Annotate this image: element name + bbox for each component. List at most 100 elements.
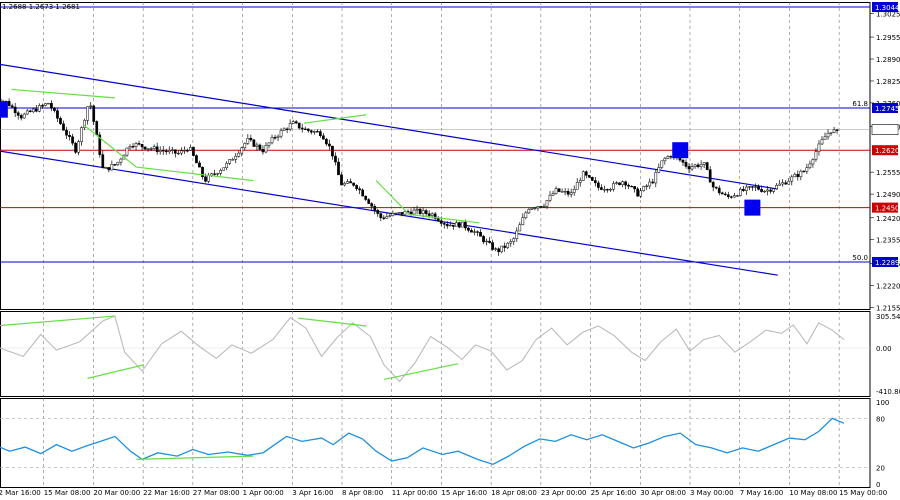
candle[interactable] bbox=[527, 207, 531, 214]
candle[interactable] bbox=[107, 167, 111, 173]
candle[interactable] bbox=[748, 186, 751, 191]
divergence-line[interactable] bbox=[83, 124, 254, 182]
candle[interactable] bbox=[660, 160, 664, 169]
candle[interactable] bbox=[322, 133, 325, 140]
candle[interactable] bbox=[98, 131, 102, 158]
candle[interactable] bbox=[315, 129, 319, 133]
candle[interactable] bbox=[639, 187, 643, 199]
candle[interactable] bbox=[630, 185, 633, 188]
candle[interactable] bbox=[125, 147, 129, 157]
cci-panel[interactable] bbox=[0, 315, 870, 383]
candle[interactable] bbox=[346, 178, 349, 184]
candle[interactable] bbox=[140, 143, 144, 151]
candle[interactable] bbox=[400, 212, 404, 217]
candle[interactable] bbox=[757, 184, 760, 191]
candle[interactable] bbox=[40, 103, 44, 109]
candle[interactable] bbox=[273, 134, 277, 140]
candle[interactable] bbox=[817, 140, 821, 156]
candle[interactable] bbox=[249, 134, 253, 142]
candle[interactable] bbox=[334, 152, 337, 166]
candle[interactable] bbox=[615, 181, 618, 185]
candle[interactable] bbox=[116, 161, 120, 167]
candle[interactable] bbox=[654, 169, 658, 188]
candle[interactable] bbox=[448, 221, 452, 227]
candle[interactable] bbox=[83, 118, 87, 131]
candle[interactable] bbox=[802, 170, 806, 173]
candle[interactable] bbox=[412, 206, 416, 215]
candle[interactable] bbox=[349, 178, 352, 184]
candle[interactable] bbox=[473, 228, 476, 236]
candle[interactable] bbox=[726, 191, 730, 200]
candle[interactable] bbox=[733, 192, 736, 198]
candle[interactable] bbox=[500, 245, 504, 254]
signal-marker[interactable] bbox=[672, 142, 689, 159]
candle[interactable] bbox=[25, 108, 29, 116]
candle[interactable] bbox=[642, 185, 646, 192]
candle[interactable] bbox=[222, 167, 226, 171]
candle[interactable] bbox=[355, 184, 358, 191]
candle[interactable] bbox=[820, 136, 824, 145]
cci-series-line[interactable] bbox=[0, 315, 845, 383]
candle[interactable] bbox=[696, 162, 700, 169]
candle[interactable] bbox=[101, 150, 105, 169]
candle[interactable] bbox=[146, 148, 150, 152]
candle[interactable] bbox=[699, 160, 703, 170]
candle[interactable] bbox=[775, 183, 779, 190]
candle[interactable] bbox=[59, 116, 62, 125]
divergence-line[interactable] bbox=[303, 114, 367, 124]
divergence-line[interactable] bbox=[11, 88, 115, 99]
candle[interactable] bbox=[167, 146, 171, 155]
divergence-line[interactable] bbox=[375, 180, 480, 224]
cci-divergence-line[interactable] bbox=[298, 317, 367, 327]
candle[interactable] bbox=[554, 186, 558, 195]
candle[interactable] bbox=[509, 239, 513, 247]
candle[interactable] bbox=[195, 154, 198, 164]
candle[interactable] bbox=[385, 212, 389, 219]
candle[interactable] bbox=[137, 140, 141, 146]
candle[interactable] bbox=[86, 106, 90, 125]
candle[interactable] bbox=[294, 120, 298, 125]
candle[interactable] bbox=[267, 142, 271, 149]
candle[interactable] bbox=[745, 184, 748, 195]
candle[interactable] bbox=[370, 202, 374, 210]
candle[interactable] bbox=[131, 142, 135, 149]
candle[interactable] bbox=[621, 180, 624, 188]
candle[interactable] bbox=[388, 213, 392, 218]
candle[interactable] bbox=[65, 126, 68, 140]
candle[interactable] bbox=[572, 185, 576, 196]
candle[interactable] bbox=[418, 207, 422, 216]
trend-channel-upper[interactable] bbox=[0, 63, 778, 190]
candle[interactable] bbox=[306, 128, 310, 133]
candle[interactable] bbox=[68, 131, 71, 141]
candle[interactable] bbox=[216, 172, 219, 176]
cci-divergence-line[interactable] bbox=[87, 364, 145, 379]
candle[interactable] bbox=[56, 108, 59, 122]
candle[interactable] bbox=[624, 180, 627, 190]
candle[interactable] bbox=[31, 107, 35, 114]
candle[interactable] bbox=[781, 179, 785, 187]
candle[interactable] bbox=[479, 229, 482, 237]
candle[interactable] bbox=[563, 188, 567, 196]
candle[interactable] bbox=[590, 176, 594, 182]
candle[interactable] bbox=[581, 170, 585, 181]
candle[interactable] bbox=[50, 100, 53, 112]
candle[interactable] bbox=[198, 160, 201, 168]
candle[interactable] bbox=[104, 166, 108, 169]
candle[interactable] bbox=[176, 150, 180, 155]
candle[interactable] bbox=[681, 159, 685, 167]
candle[interactable] bbox=[255, 142, 259, 151]
candle[interactable] bbox=[71, 133, 74, 146]
candle[interactable] bbox=[231, 157, 235, 161]
candle[interactable] bbox=[796, 170, 800, 181]
candle[interactable] bbox=[186, 148, 189, 153]
candle[interactable] bbox=[578, 177, 582, 187]
candle[interactable] bbox=[161, 146, 165, 155]
candle[interactable] bbox=[261, 145, 265, 155]
candle[interactable] bbox=[805, 163, 809, 175]
candle[interactable] bbox=[240, 146, 244, 157]
candle[interactable] bbox=[784, 179, 788, 185]
cci-divergence-line[interactable] bbox=[0, 315, 115, 327]
candle[interactable] bbox=[633, 186, 636, 193]
candle[interactable] bbox=[524, 210, 528, 220]
candle[interactable] bbox=[657, 163, 661, 174]
